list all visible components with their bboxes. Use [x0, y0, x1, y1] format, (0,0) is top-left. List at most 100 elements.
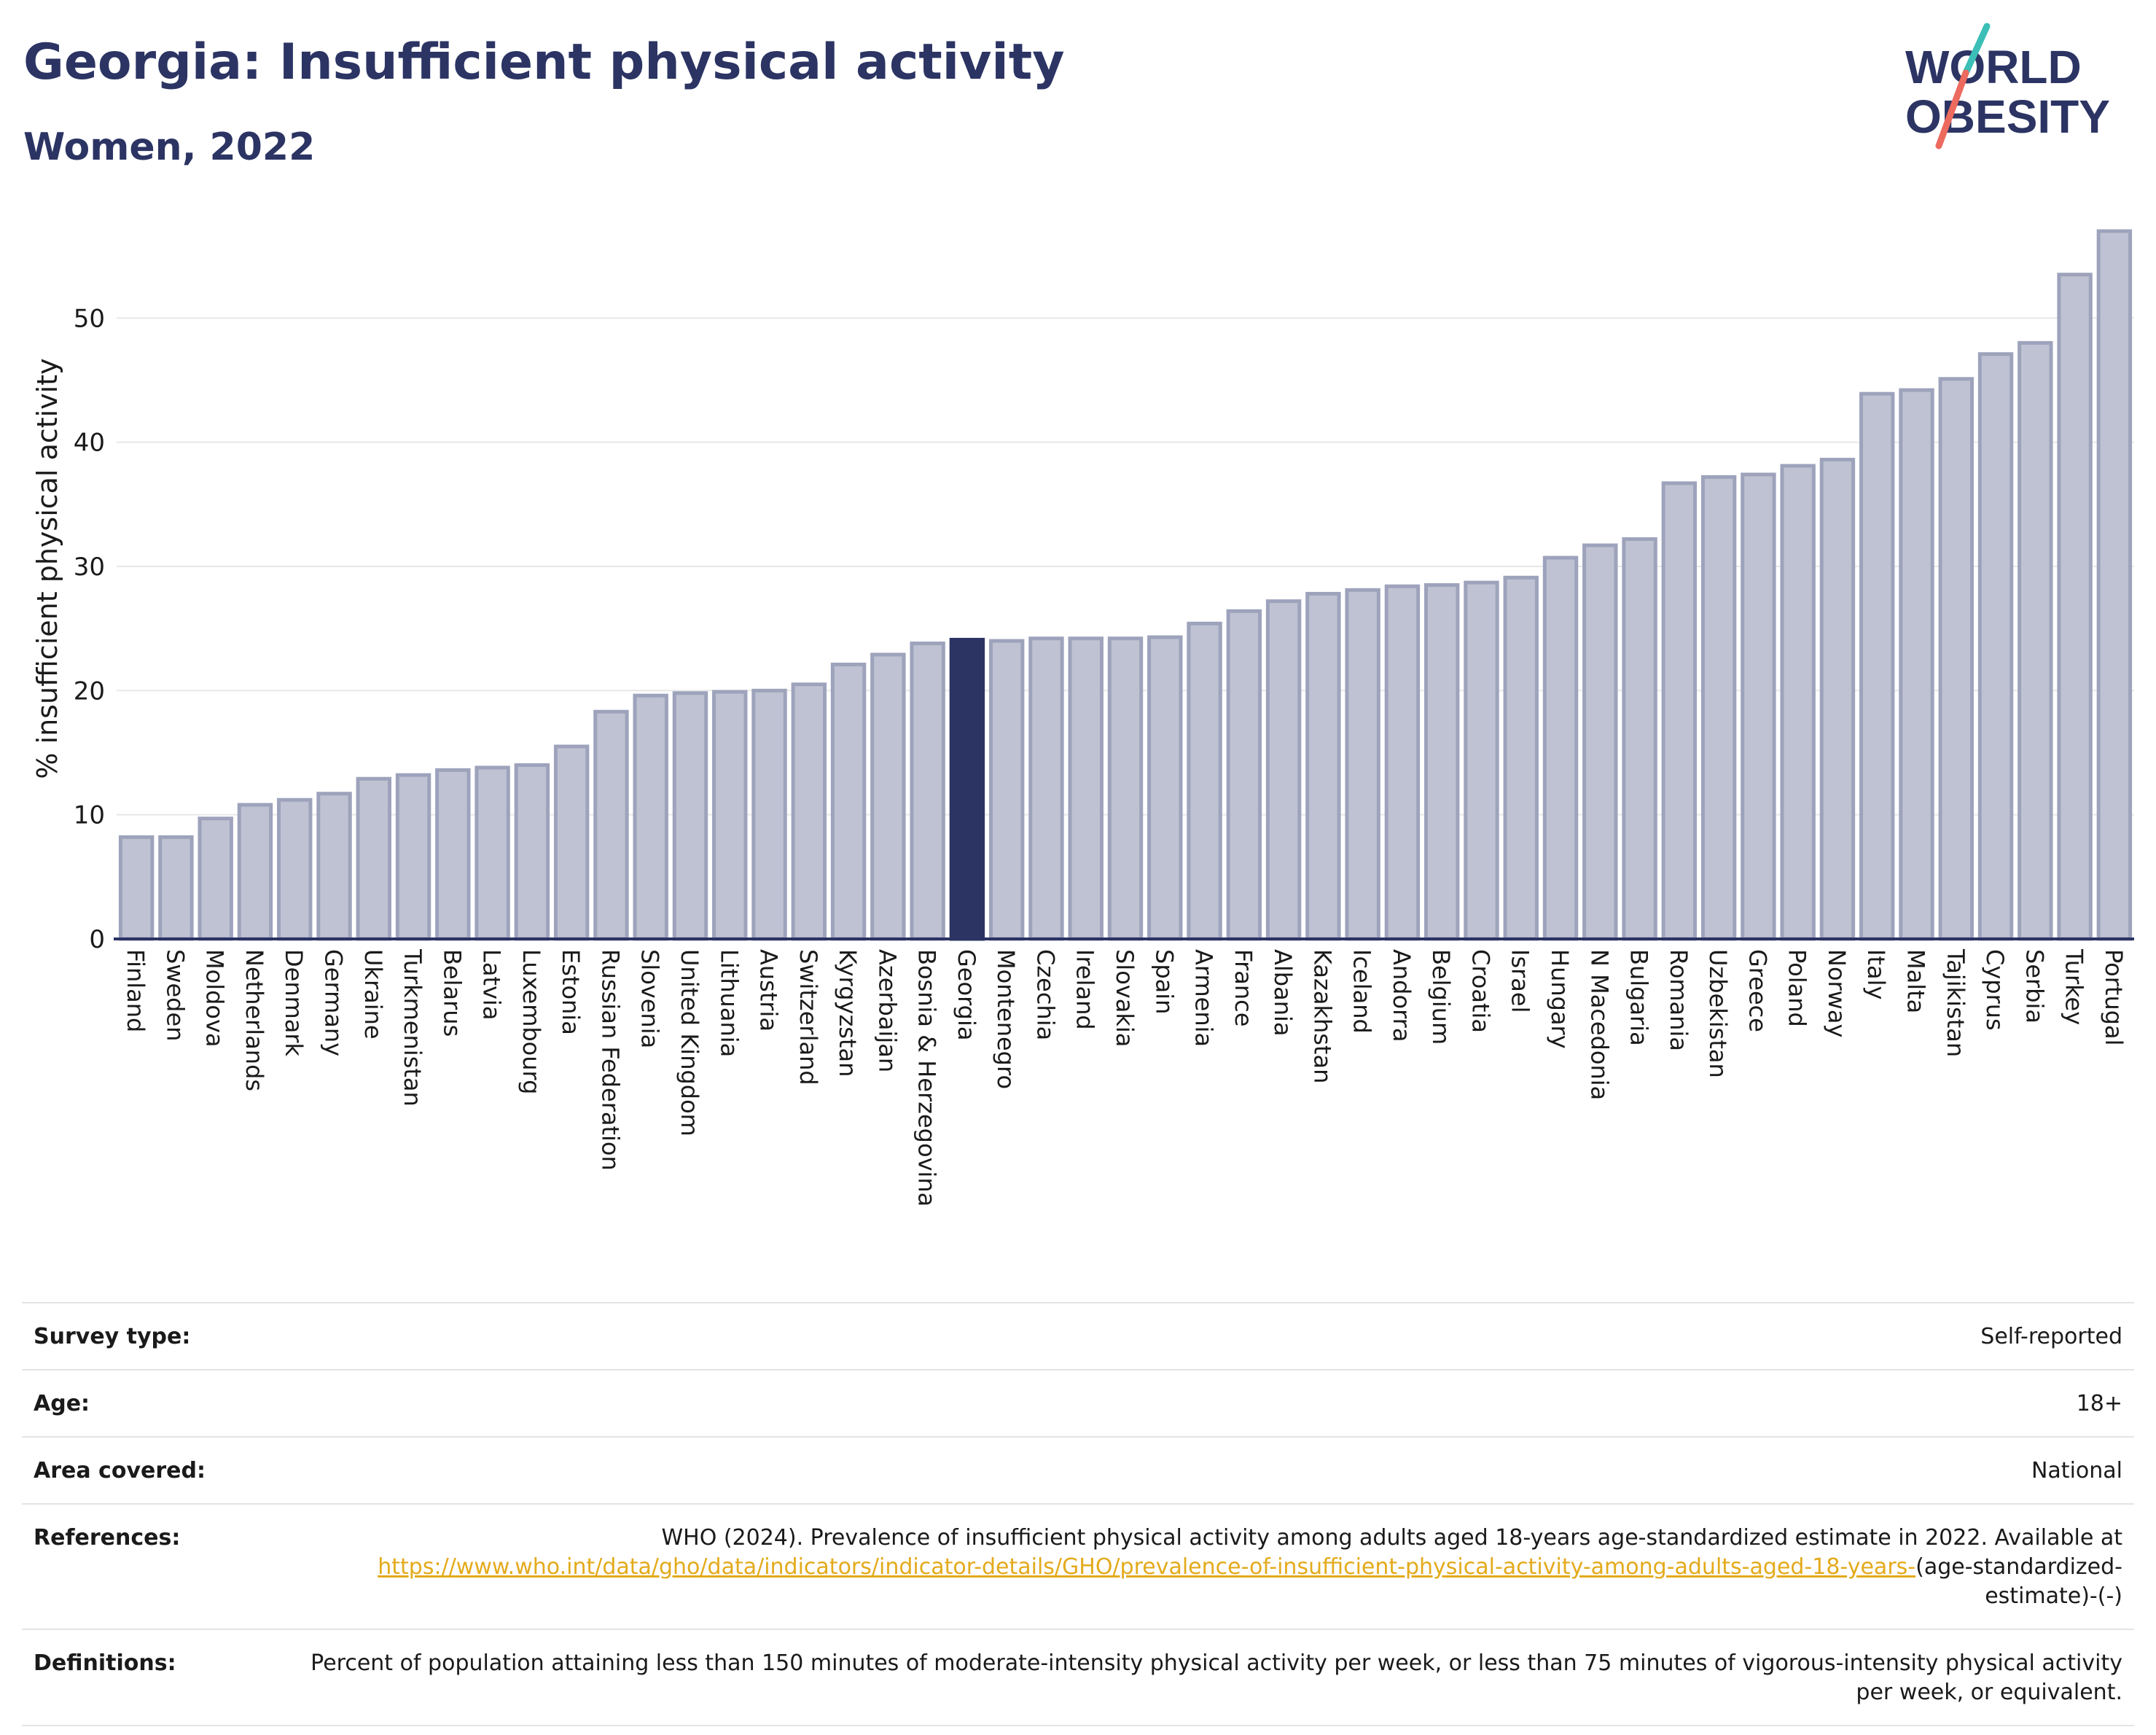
x-tick-label: Turkey — [2061, 948, 2088, 1025]
bar-israel — [1503, 575, 1539, 941]
x-tick-label: Austria — [755, 949, 783, 1032]
bar-kazakhstan — [1305, 591, 1341, 941]
age-value: 18+ — [2076, 1391, 2122, 1416]
age-row: Age: 18+ — [22, 1371, 2134, 1438]
x-tick-label: Greece — [1743, 949, 1771, 1032]
x-tick-label: Belgium — [1427, 949, 1455, 1045]
y-tick-label: 10 — [74, 801, 105, 830]
references-row: References: WHO (2024). Prevalence of in… — [22, 1505, 2134, 1630]
bar-romania — [1661, 481, 1698, 941]
bar-norway — [1819, 457, 1856, 941]
definitions-value: Percent of population attaining less tha… — [310, 1650, 2122, 1705]
bar-poland — [1780, 464, 1816, 941]
x-tick-label: Israel — [1507, 949, 1534, 1013]
bar-czechia — [1028, 636, 1064, 941]
x-tick-label: Montenegro — [992, 949, 1020, 1089]
x-tick-label: Ukraine — [359, 949, 387, 1040]
x-tick-label: Switzerland — [794, 949, 822, 1085]
x-tick-label: Latvia — [478, 949, 506, 1020]
y-axis-label: % insufficient physical activity — [31, 358, 63, 779]
x-tick-label: Estonia — [557, 949, 585, 1035]
x-tick-label: Italy — [1862, 949, 1890, 999]
x-tick-label: Kyrgyzstan — [834, 949, 862, 1077]
x-tick-label: Poland — [1784, 949, 1811, 1027]
bar-netherlands — [237, 803, 273, 941]
definitions-label: Definitions: — [34, 1650, 176, 1676]
x-tick-label: Andorra — [1388, 949, 1415, 1042]
bar-united-kingdom — [672, 691, 708, 941]
bar-estonia — [553, 744, 590, 941]
bar-slovakia — [1107, 636, 1144, 941]
x-tick-label: Luxembourg — [517, 949, 545, 1094]
bar-turkey — [2057, 273, 2093, 941]
bar-georgia — [949, 637, 985, 941]
x-tick-label: Belarus — [438, 949, 466, 1037]
y-tick-label: 40 — [74, 429, 105, 458]
bar-finland — [118, 835, 155, 941]
references-label: References: — [34, 1525, 181, 1551]
x-tick-label: United Kingdom — [676, 949, 703, 1136]
x-tick-label: Cyprus — [1981, 949, 2009, 1031]
age-label: Age: — [34, 1391, 90, 1416]
bar-russian-federation — [593, 709, 629, 941]
x-tick-labels: Finland Sweden Moldova Netherlands Denmark Ge… — [122, 948, 2128, 1206]
x-tick-label: Lithuania — [715, 949, 743, 1057]
references-suffix: (age-standardized-estimate)-(-) — [1915, 1554, 2122, 1609]
x-tick-label: Serbia — [2020, 949, 2048, 1024]
bar-montenegro — [988, 639, 1025, 941]
bar-chart: 0 10 20 30 40 50 Finland Sweden Moldova Netherla… — [31, 229, 2134, 1206]
y-tick-label: 20 — [74, 677, 105, 706]
definitions-row: Definitions: Percent of population attai… — [22, 1630, 2134, 1726]
bar-italy — [1859, 391, 1895, 941]
x-tick-label: Armenia — [1190, 949, 1218, 1047]
bar-kyrgyzstan — [830, 663, 867, 941]
bar-andorra — [1384, 584, 1421, 941]
x-tick-label: Kazakhstan — [1308, 949, 1336, 1083]
bar-portugal — [2096, 229, 2133, 941]
x-tick-label: Sweden — [161, 949, 189, 1041]
bar-germany — [316, 792, 352, 941]
bar-bosnia-herzegovina — [910, 642, 945, 941]
x-tick-label: Germany — [320, 949, 348, 1056]
bar-serbia — [2018, 340, 2053, 941]
bar-iceland — [1345, 588, 1380, 941]
x-tick-label: Georgia — [953, 949, 980, 1040]
bar-azerbaijan — [870, 652, 906, 941]
bar-cyprus — [1977, 352, 2014, 941]
logo-line-1: WORLD — [1905, 41, 2082, 93]
bar-greece — [1741, 472, 1776, 941]
x-tick-label: Spain — [1150, 949, 1178, 1014]
bar-albania — [1265, 599, 1302, 941]
x-tick-label: Uzbekistan — [1704, 949, 1732, 1078]
bar-ireland — [1068, 636, 1104, 941]
y-tick-label: 30 — [74, 553, 105, 582]
logo-line-2: OBESITY — [1905, 90, 2110, 143]
logo-slash-teal — [1962, 23, 1991, 77]
info-table: Survey type: Self-reported Age: 18+ Area… — [22, 1302, 2134, 1726]
x-tick-label: Slovakia — [1111, 949, 1138, 1047]
page-subtitle: Women, 2022 — [23, 125, 316, 169]
bar-luxembourg — [514, 763, 550, 941]
y-tick-labels: 0 10 20 30 40 50 — [74, 304, 105, 954]
x-tick-label: France — [1230, 949, 1257, 1026]
x-tick-label: Croatia — [1466, 949, 1494, 1033]
x-tick-label: Denmark — [280, 949, 308, 1057]
area-value: National — [2031, 1458, 2122, 1483]
y-tick-label: 0 — [89, 925, 105, 954]
bar-france — [1226, 609, 1262, 941]
bar-switzerland — [791, 682, 827, 941]
bar-bulgaria — [1622, 537, 1657, 941]
survey-type-row: Survey type: Self-reported — [22, 1303, 2134, 1371]
x-tick-label: Netherlands — [241, 949, 268, 1091]
x-tick-label: Hungary — [1546, 949, 1574, 1049]
world-obesity-logo: WORLD OBESITY — [1905, 23, 2110, 149]
page-title: Georgia: Insufficient physical activity — [23, 34, 1065, 91]
logo-slash-coral — [1935, 69, 1969, 149]
bar-belarus — [435, 768, 471, 941]
bar-sweden — [158, 835, 194, 941]
survey-type-value: Self-reported — [1980, 1324, 2122, 1349]
references-link[interactable]: https://www.who.int/data/gho/data/indica… — [378, 1554, 1916, 1580]
survey-type-label: Survey type: — [34, 1324, 191, 1349]
x-tick-label: Czechia — [1031, 949, 1059, 1040]
x-tick-label: Bulgaria — [1625, 949, 1653, 1046]
